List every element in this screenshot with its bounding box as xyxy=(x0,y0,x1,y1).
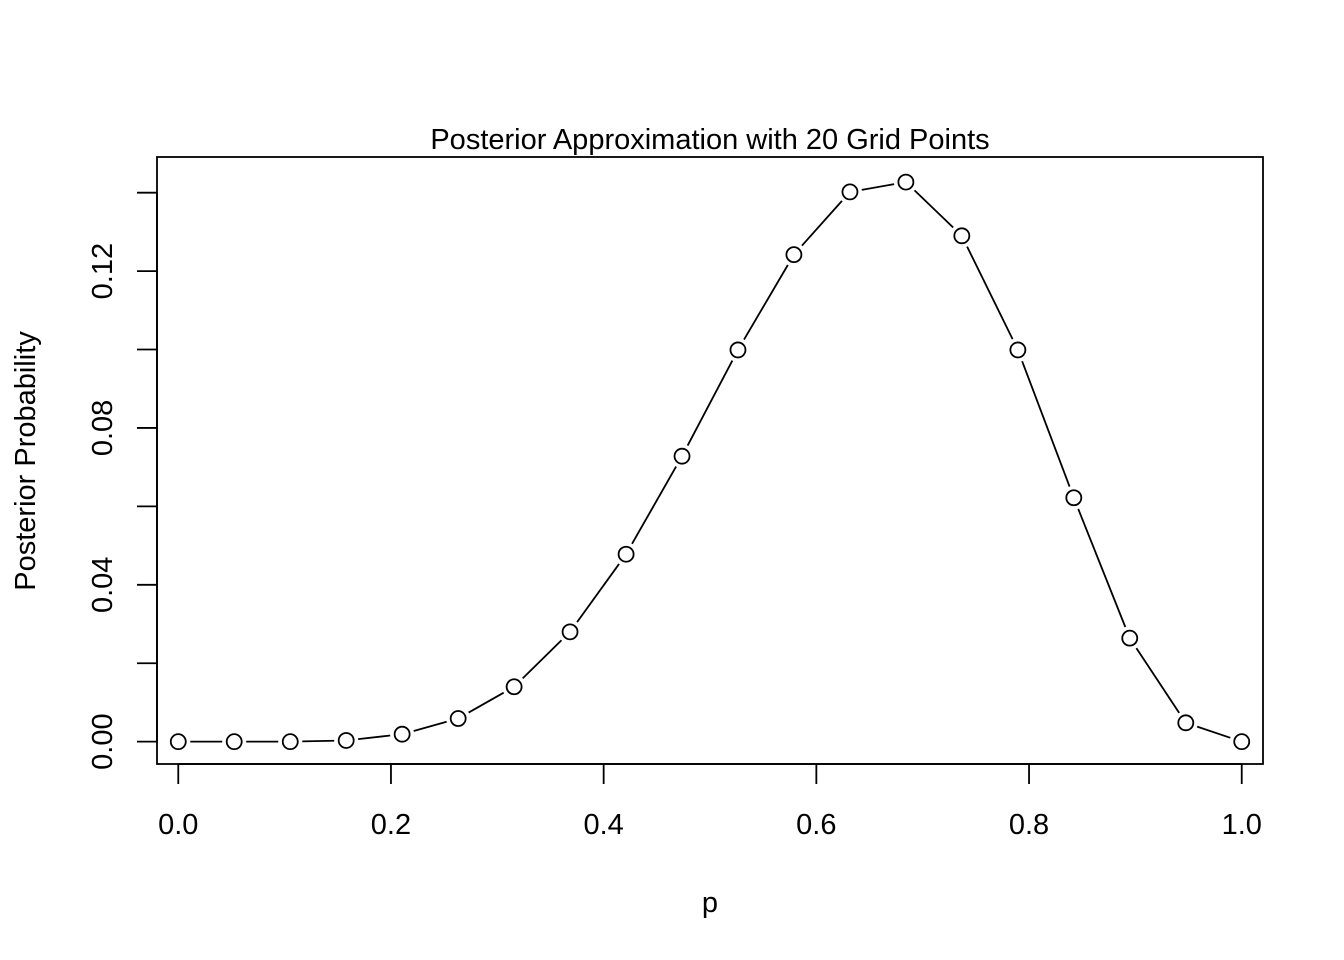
y-axis: 0.00 0.04 0.08 0.12 xyxy=(87,191,158,770)
data-point xyxy=(1065,489,1083,507)
data-point xyxy=(1233,733,1251,751)
series-segment xyxy=(1196,725,1231,739)
chart-title: Posterior Approximation with 20 Grid Poi… xyxy=(430,124,989,156)
series-segment xyxy=(801,200,843,247)
x-tick-label: 0.2 xyxy=(371,809,411,841)
series-segment xyxy=(1077,508,1127,628)
series-segment xyxy=(631,466,677,545)
data-point xyxy=(169,733,187,751)
series-segment xyxy=(1021,360,1071,487)
data-point xyxy=(1177,714,1195,732)
y-tick-label: 0.04 xyxy=(87,557,119,613)
series-segment xyxy=(966,246,1014,340)
data-point xyxy=(393,725,411,743)
data-point xyxy=(897,173,915,191)
data-point xyxy=(505,678,523,696)
series-segment xyxy=(302,739,335,743)
series-segment xyxy=(413,720,447,732)
y-tick-label: 0.08 xyxy=(87,400,119,456)
data-point xyxy=(225,733,243,751)
data-point xyxy=(617,545,635,563)
x-tick-label: 0.8 xyxy=(1009,809,1049,841)
data-point xyxy=(729,341,747,359)
series-line xyxy=(190,183,1231,743)
data-point xyxy=(673,447,691,465)
series-segment xyxy=(1135,647,1180,714)
series-segment xyxy=(861,183,895,191)
data-point xyxy=(337,732,355,749)
x-tick-label: 1.0 xyxy=(1222,809,1262,841)
data-point xyxy=(1121,629,1139,647)
series-segment xyxy=(743,264,789,341)
x-axis-label: p xyxy=(702,887,718,919)
y-tick-label: 0.12 xyxy=(87,243,119,299)
series-segment xyxy=(686,360,734,446)
x-tick-label: 0.6 xyxy=(796,809,836,841)
series-segment xyxy=(913,189,954,229)
series-segment xyxy=(358,734,391,741)
x-tick-label: 0.0 xyxy=(158,809,198,841)
data-point xyxy=(953,227,971,245)
data-point xyxy=(841,183,859,201)
data-point xyxy=(281,733,299,751)
series-segment xyxy=(522,639,563,679)
series-segment xyxy=(468,691,505,714)
data-point xyxy=(561,623,579,641)
data-point xyxy=(785,246,803,264)
data-point xyxy=(1009,341,1027,359)
y-tick-label: 0.00 xyxy=(87,713,119,769)
data-point xyxy=(449,710,467,727)
series-segment xyxy=(576,563,620,623)
x-tick-label: 0.4 xyxy=(583,809,623,841)
x-axis: 0.0 0.2 0.4 0.6 0.8 1.0 xyxy=(158,763,1262,841)
y-axis-label: Posterior Probability xyxy=(10,331,42,591)
series-points xyxy=(169,173,1251,751)
